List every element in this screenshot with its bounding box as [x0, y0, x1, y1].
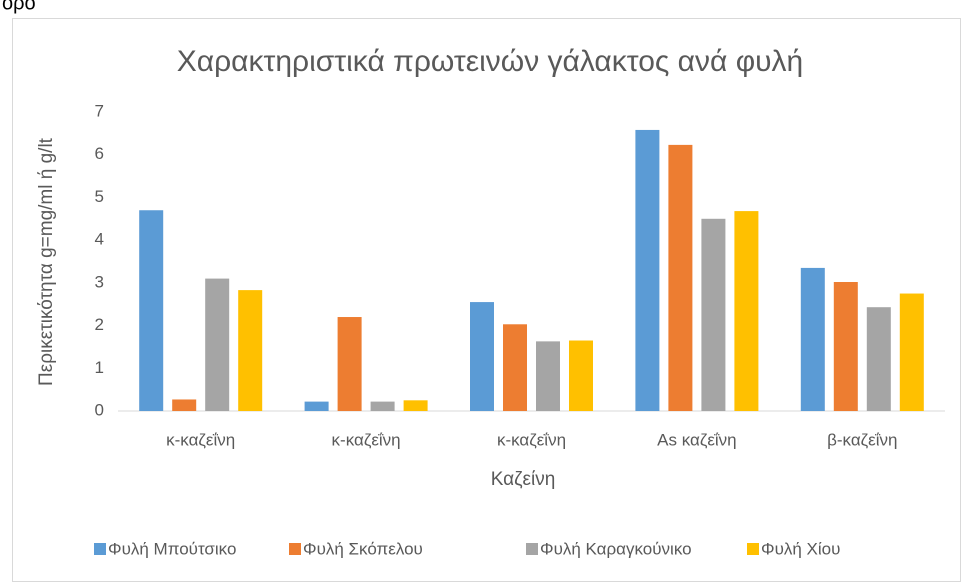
- x-tick-label: β-καζεΐνη: [827, 430, 897, 449]
- x-tick-label: κ-καζεΐνη: [497, 430, 566, 449]
- x-tick-label: κ-καζεΐνη: [332, 430, 401, 449]
- legend-label: Φυλή Χίου: [761, 539, 840, 558]
- bar: [701, 218, 726, 411]
- y-tick-label: 3: [95, 272, 104, 291]
- bar: [304, 401, 329, 411]
- y-axis-title: Περικετικότητα g=mg/ml ή g/lt: [36, 137, 57, 386]
- bar: [205, 278, 230, 411]
- legend-swatch: [526, 543, 538, 555]
- bar: [800, 267, 825, 411]
- y-tick-label: 5: [95, 187, 104, 206]
- legend-swatch: [747, 543, 759, 555]
- y-tick-label: 2: [95, 315, 104, 334]
- bar: [833, 282, 858, 411]
- legend-swatch: [289, 543, 301, 555]
- x-tick-label: Αs καζεΐνη: [657, 430, 737, 449]
- legend-label: Φυλή Καραγκούνικο: [540, 539, 692, 558]
- bar: [899, 293, 924, 411]
- header-fragment: όρο: [2, 0, 36, 14]
- bar: [866, 307, 891, 411]
- y-tick-label: 7: [95, 101, 104, 120]
- bar: [403, 400, 428, 411]
- y-tick-label: 4: [95, 230, 104, 249]
- bar: [470, 302, 494, 411]
- bar: [370, 401, 395, 411]
- bar: [536, 341, 560, 411]
- bar: [569, 340, 593, 411]
- y-tick-label: 0: [95, 400, 104, 419]
- x-axis-title: Καζείνη: [491, 469, 556, 490]
- legend-swatch: [94, 543, 106, 555]
- bar: [238, 290, 263, 411]
- bar: [503, 324, 527, 411]
- legend-label: Φυλή Σκόπελου: [303, 539, 423, 558]
- y-tick-label: 6: [95, 144, 104, 163]
- x-tick-label: κ-καζεΐνη: [166, 430, 235, 449]
- legend-label: Φυλή Μπούτσικο: [108, 539, 236, 558]
- bar: [635, 129, 660, 411]
- chart-title: Χαρακτηριστικά πρωτεινών γάλακτος ανά φυ…: [177, 45, 803, 78]
- bar: [337, 317, 362, 411]
- y-tick-label: 1: [95, 358, 104, 377]
- bar: [734, 211, 759, 411]
- bar: [139, 210, 164, 411]
- bar: [668, 144, 693, 411]
- bar: [172, 399, 197, 411]
